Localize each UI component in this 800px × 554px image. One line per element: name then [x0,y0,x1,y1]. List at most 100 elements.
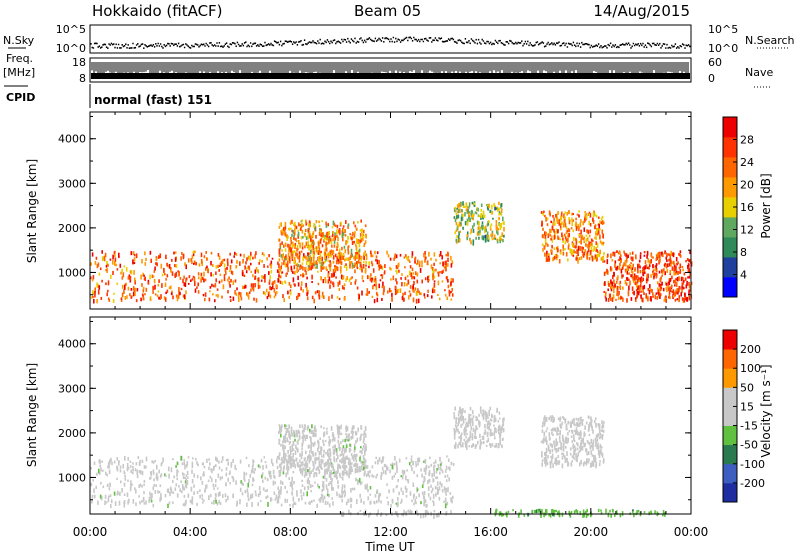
echo-cell [462,415,464,421]
echo-cell [152,469,155,473]
echo-cell [350,282,352,285]
echo-cell [559,418,561,422]
echo-cell [92,290,94,295]
echo-cell [358,478,361,483]
echo-cell [673,295,675,298]
echo-cell [432,272,434,277]
echo-cell [182,476,185,480]
echo-cell [295,252,297,257]
echo-cell [315,472,318,476]
echo-cell [583,442,586,448]
echo-cell [547,233,550,236]
echo-cell [207,268,209,274]
echo-cell [418,264,421,268]
echo-cell [279,245,282,250]
echo-cell [382,281,384,287]
echo-cell [363,436,365,441]
echo-cell [488,220,490,224]
echo-cell [374,494,377,498]
echo-cell [626,270,629,275]
echo-cell [561,434,564,439]
echo-cell [453,436,456,440]
echo-cell [268,470,270,475]
echo-cell [636,290,639,294]
echo-cell [404,276,407,281]
echo-cell [588,211,591,215]
echo-cell [150,258,152,263]
echo-cell [664,513,666,517]
echo-cell [465,421,468,425]
echo-cell [217,264,219,268]
echo-cell [462,442,464,448]
echo-cell [573,418,575,422]
echo-cell [662,270,664,273]
echo-cell [184,502,187,506]
echo-cell [297,231,300,237]
echo-cell [572,242,575,248]
echo-cell [551,431,553,435]
echo-cell [681,265,684,268]
echo-cell [554,253,557,259]
echo-cell [294,224,296,228]
echo-cell [411,255,413,259]
echo-cell [655,264,657,270]
echo-cell [347,236,349,240]
echo-cell [630,297,633,301]
echo-cell [588,241,590,245]
echo-cell [178,287,180,292]
echo-cell [286,439,289,443]
echo-cell [573,445,576,449]
echo-cell [464,410,466,414]
echo-cell [580,447,582,451]
echo-cell [564,216,566,220]
echo-cell [500,223,503,228]
echo-cell [331,463,333,469]
echo-cell [110,274,112,279]
echo-cell [185,464,188,468]
echo-cell [553,229,555,233]
echo-cell [564,460,567,464]
echo-cell [145,500,147,505]
echo-cell [285,255,287,261]
echo-cell [610,286,613,292]
echo-cell [297,248,299,251]
echo-cell [561,222,563,225]
echo-cell [304,228,307,232]
echo-cell [281,262,283,266]
colorbar-swatch [723,177,737,198]
echo-cell [92,275,95,280]
echo-cell [376,513,378,517]
echo-cell [577,258,579,264]
echo-cell [305,266,307,271]
echo-cell [102,485,105,489]
echo-cell [488,426,490,431]
echo-cell [548,258,550,262]
echo-cell [164,272,166,276]
echo-cell [115,263,117,267]
echo-cell [282,452,285,458]
echo-cell [309,258,311,262]
echo-cell [406,283,408,287]
echo-cell [315,433,317,438]
echo-cell [591,255,594,260]
echo-cell [549,437,551,440]
echo-cell [355,279,357,282]
echo-cell [584,211,586,214]
echo-cell [450,255,452,261]
echo-cell [137,456,140,459]
echo-cell [324,234,326,238]
echo-cell [235,265,237,269]
echo-cell [229,482,231,485]
echo-cell [431,295,433,299]
echo-cell [637,509,640,513]
echo-cell [292,503,294,508]
echo-cell [297,282,300,287]
echo-cell [630,269,633,274]
echo-cell [220,460,223,463]
echo-cell [675,257,678,262]
echo-cell [270,458,273,464]
echo-cell [234,464,236,470]
echo-cell [110,504,112,509]
echo-cell [182,278,184,284]
echo-cell [632,256,634,262]
